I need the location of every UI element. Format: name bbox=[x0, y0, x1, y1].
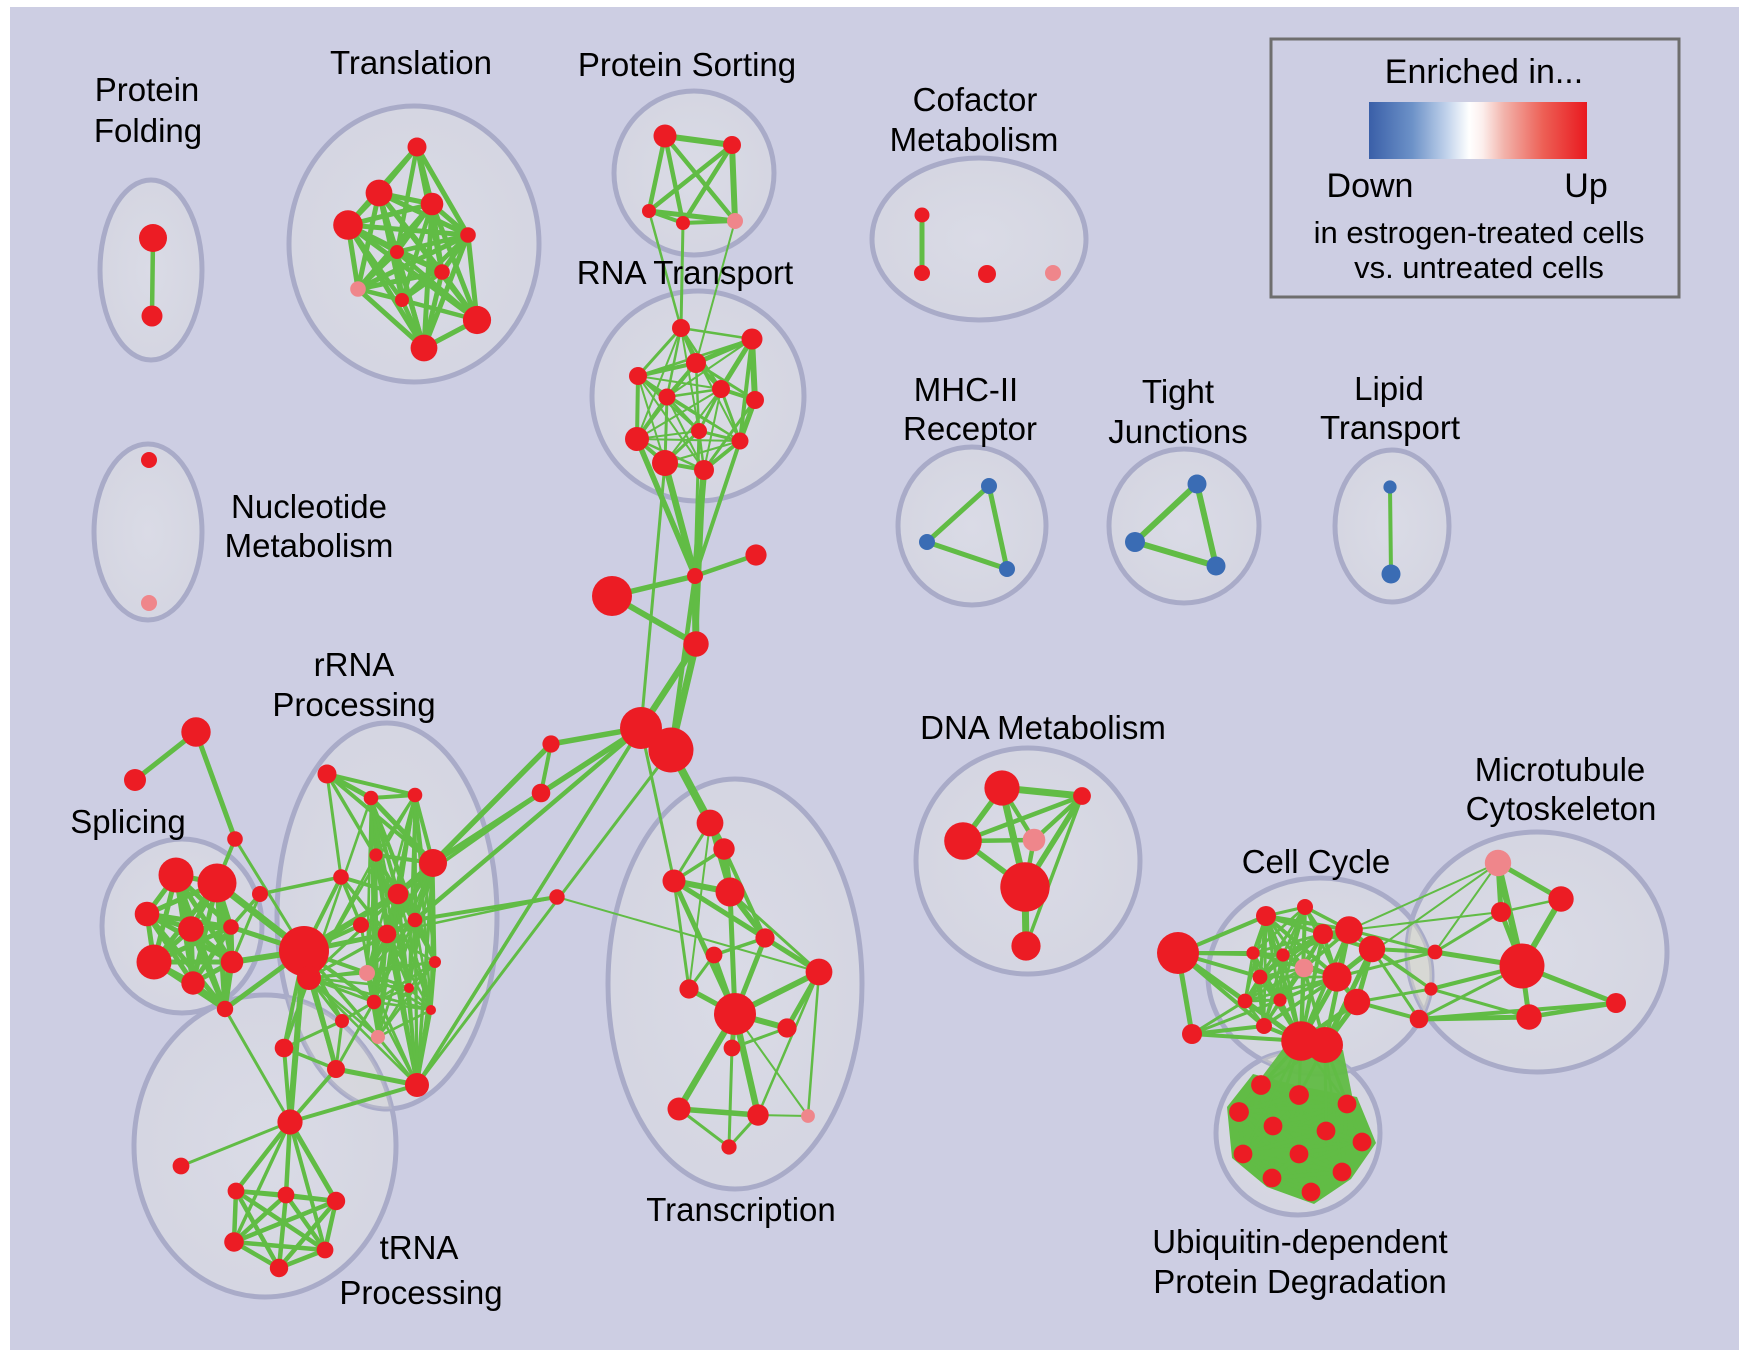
svg-text:Transport: Transport bbox=[1320, 409, 1460, 446]
svg-text:Protein: Protein bbox=[95, 71, 200, 108]
svg-text:Ubiquitin-dependent: Ubiquitin-dependent bbox=[1152, 1223, 1447, 1260]
svg-text:vs. untreated cells: vs. untreated cells bbox=[1354, 250, 1604, 285]
svg-text:Cytoskeleton: Cytoskeleton bbox=[1466, 790, 1657, 827]
svg-text:Nucleotide: Nucleotide bbox=[231, 488, 387, 525]
svg-text:Junctions: Junctions bbox=[1108, 413, 1247, 450]
svg-text:Protein Sorting: Protein Sorting bbox=[578, 46, 796, 83]
svg-text:Processing: Processing bbox=[339, 1274, 502, 1311]
svg-text:Transcription: Transcription bbox=[646, 1191, 836, 1228]
svg-text:Cell Cycle: Cell Cycle bbox=[1242, 843, 1391, 880]
svg-text:Up: Up bbox=[1564, 167, 1607, 205]
svg-text:Protein Degradation: Protein Degradation bbox=[1153, 1263, 1447, 1300]
svg-text:rRNA: rRNA bbox=[314, 646, 395, 683]
svg-text:Microtubule: Microtubule bbox=[1475, 751, 1646, 788]
svg-text:Metabolism: Metabolism bbox=[225, 527, 394, 564]
svg-text:Translation: Translation bbox=[330, 44, 492, 81]
svg-text:Tight: Tight bbox=[1142, 373, 1214, 410]
svg-text:Cofactor: Cofactor bbox=[913, 81, 1038, 118]
svg-text:Lipid: Lipid bbox=[1354, 370, 1424, 407]
svg-text:Metabolism: Metabolism bbox=[890, 121, 1059, 158]
svg-text:Splicing: Splicing bbox=[70, 803, 186, 840]
svg-text:Receptor: Receptor bbox=[903, 410, 1037, 447]
svg-text:Folding: Folding bbox=[94, 112, 202, 149]
svg-text:Down: Down bbox=[1327, 167, 1414, 205]
svg-text:MHC-II: MHC-II bbox=[914, 371, 1018, 408]
svg-text:Processing: Processing bbox=[272, 686, 435, 723]
svg-text:in estrogen-treated cells: in estrogen-treated cells bbox=[1314, 215, 1645, 250]
svg-text:DNA Metabolism: DNA Metabolism bbox=[920, 709, 1166, 746]
svg-text:tRNA: tRNA bbox=[380, 1229, 459, 1266]
svg-text:Enriched in...: Enriched in... bbox=[1385, 53, 1583, 91]
svg-text:RNA Transport: RNA Transport bbox=[577, 254, 793, 291]
